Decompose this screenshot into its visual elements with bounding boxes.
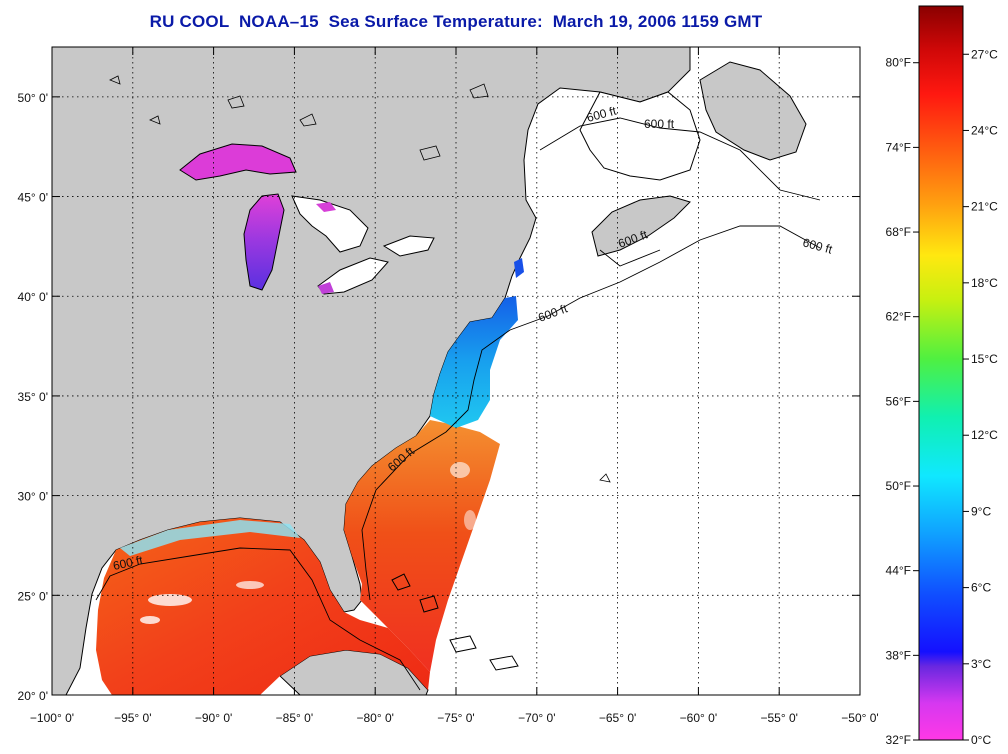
- sst-gulf-of-mexico: [96, 518, 430, 695]
- colorbar-c-label: 6°C: [971, 581, 991, 595]
- sst-gulf-coastal-band: [120, 520, 300, 556]
- depth-label-north: 600 ft: [644, 117, 675, 131]
- colorbar-c-label: 21°C: [971, 200, 998, 214]
- sst-mid-atlantic-shelf: [430, 296, 518, 428]
- lake-superior: [179, 143, 297, 181]
- colorbar-f-label: 38°F: [886, 648, 911, 662]
- longitude-label: −100° 0': [30, 711, 74, 725]
- colorbar-c-label: 15°C: [971, 352, 998, 366]
- colorbar-f-label: 80°F: [886, 56, 911, 70]
- longitude-label: −50° 0': [841, 711, 878, 725]
- colorbar-c-label: 3°C: [971, 657, 991, 671]
- longitude-label: −55° 0': [760, 711, 797, 725]
- cloud-gaps: [140, 462, 476, 624]
- gulf-of-st-lawrence: [579, 91, 701, 181]
- longitude-label: −70° 0': [518, 711, 555, 725]
- latitude-label: 30° 0': [18, 490, 48, 504]
- lake-huron: [291, 195, 369, 253]
- small-lakes: [109, 75, 611, 483]
- bahamas-islands: [391, 573, 519, 671]
- longitude-label: −90° 0': [195, 711, 232, 725]
- colorbar-f-label: 32°F: [886, 733, 911, 747]
- lake-huron-north: [316, 202, 336, 212]
- map-title: RU COOL NOAA–15 Sea Surface Temperature:…: [149, 12, 763, 31]
- colorbar-c-label: 0°C: [971, 733, 991, 747]
- depth-label-mid: 600 ft: [536, 301, 570, 325]
- lake-ontario: [382, 235, 435, 257]
- latitude-label: 50° 0': [18, 91, 48, 105]
- latitude-labels: 20° 0' 25° 0' 30° 0' 35° 0' 40° 0' 45° 0' 50° …: [18, 91, 48, 703]
- colorbar-c-label: 24°C: [971, 123, 998, 137]
- longitude-label: −60° 0': [680, 711, 717, 725]
- colorbar-c-label: 9°C: [971, 504, 991, 518]
- depth-label-east: 600 ft: [801, 235, 834, 256]
- latitude-label: 25° 0': [18, 589, 48, 603]
- colorbar-c-label: 12°C: [971, 428, 998, 442]
- colorbar: [918, 5, 964, 741]
- lake-erie: [317, 257, 389, 295]
- longitude-label: −80° 0': [356, 711, 393, 725]
- colorbar-c-label: 27°C: [971, 47, 998, 61]
- colorbar-celsius-labels: 27°C 24°C 21°C 18°C 15°C 12°C 9°C 6°C 3°C 0°C: [963, 47, 998, 747]
- depth-label-gulf: 600 ft: [112, 553, 145, 573]
- sst-gulf-of-maine: [514, 258, 524, 278]
- longitude-label: −95° 0': [114, 711, 151, 725]
- map-ticks: [51, 47, 861, 696]
- latitude-label: 20° 0': [18, 689, 48, 703]
- depth-contours: [95, 117, 821, 691]
- colorbar-f-label: 56°F: [886, 394, 911, 408]
- latitude-label: 45° 0': [18, 191, 48, 205]
- colorbar-f-label: 62°F: [886, 310, 911, 324]
- colorbar-c-label: 18°C: [971, 276, 998, 290]
- land-nova-scotia: [591, 195, 691, 257]
- longitude-label: −85° 0': [276, 711, 313, 725]
- latitude-label: 35° 0': [18, 390, 48, 404]
- colorbar-f-label: 50°F: [886, 479, 911, 493]
- colorbar-fahrenheit-labels: 80°F 74°F 68°F 62°F 56°F 50°F 44°F 38°F 32°F: [886, 56, 919, 747]
- map-grid: [52, 47, 860, 695]
- latitude-label: 40° 0': [18, 290, 48, 304]
- longitude-label: −65° 0': [599, 711, 636, 725]
- longitude-labels: −100° 0' −95° 0' −90° 0' −85° 0' −80° 0' −75°…: [30, 711, 879, 725]
- lake-michigan: [243, 193, 285, 291]
- lake-erie-west: [318, 282, 334, 294]
- colorbar-f-label: 44°F: [886, 564, 911, 578]
- land-newfoundland: [699, 61, 807, 161]
- longitude-label: −75° 0': [437, 711, 474, 725]
- colorbar-f-label: 68°F: [886, 225, 911, 239]
- colorbar-f-label: 74°F: [886, 140, 911, 154]
